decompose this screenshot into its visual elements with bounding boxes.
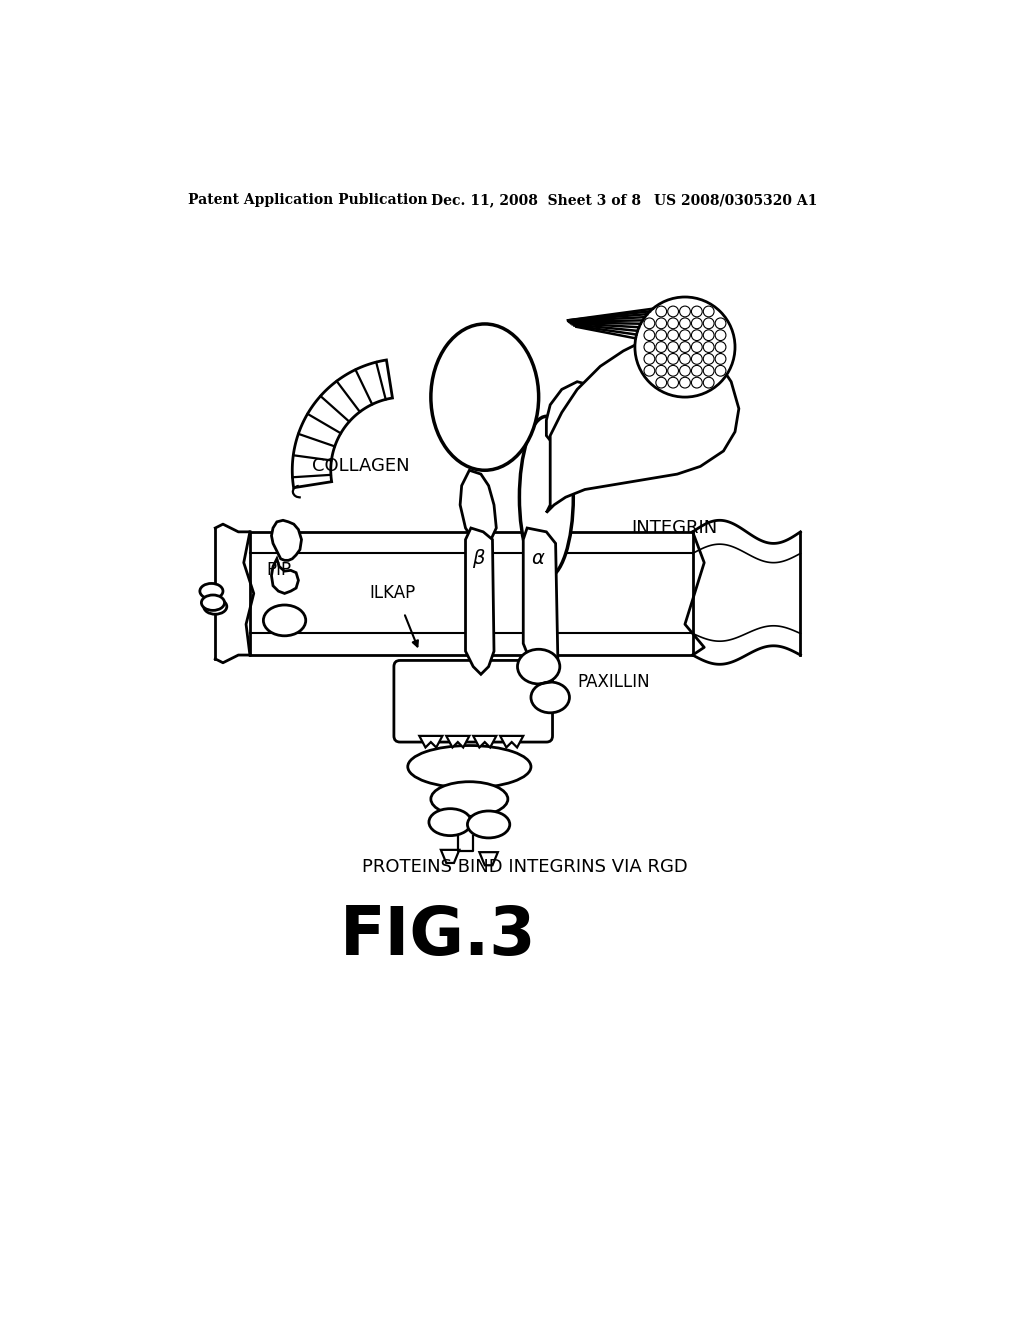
Text: FIG.3: FIG.3 [340, 903, 537, 969]
Circle shape [655, 306, 667, 317]
FancyBboxPatch shape [394, 660, 553, 742]
Ellipse shape [431, 323, 539, 470]
Circle shape [691, 378, 702, 388]
Circle shape [715, 318, 726, 329]
Text: $\beta$: $\beta$ [472, 548, 485, 570]
Circle shape [655, 342, 667, 352]
Circle shape [691, 318, 702, 329]
Polygon shape [466, 528, 494, 675]
Circle shape [668, 306, 679, 317]
Text: PAXILLIN: PAXILLIN [578, 673, 650, 690]
Circle shape [644, 342, 654, 352]
Circle shape [668, 330, 679, 341]
Circle shape [680, 330, 690, 341]
Circle shape [691, 330, 702, 341]
Ellipse shape [517, 649, 560, 684]
Ellipse shape [408, 746, 531, 788]
Circle shape [680, 378, 690, 388]
Ellipse shape [204, 599, 226, 614]
Text: COLLAGEN: COLLAGEN [311, 458, 410, 475]
Circle shape [644, 318, 654, 329]
Circle shape [703, 318, 714, 329]
Ellipse shape [519, 416, 573, 578]
Polygon shape [271, 520, 301, 561]
Circle shape [668, 366, 679, 376]
Circle shape [691, 354, 702, 364]
Circle shape [644, 330, 654, 341]
Polygon shape [500, 737, 523, 747]
Circle shape [715, 342, 726, 352]
Circle shape [655, 354, 667, 364]
Circle shape [680, 354, 690, 364]
Circle shape [703, 330, 714, 341]
Circle shape [668, 378, 679, 388]
Circle shape [715, 330, 726, 341]
Polygon shape [419, 737, 442, 747]
Text: PIP: PIP [266, 561, 292, 579]
Circle shape [703, 354, 714, 364]
Circle shape [691, 306, 702, 317]
Polygon shape [523, 528, 558, 675]
Circle shape [644, 354, 654, 364]
Circle shape [680, 306, 690, 317]
Ellipse shape [431, 781, 508, 816]
Text: ILKAP: ILKAP [370, 585, 416, 602]
Polygon shape [250, 532, 692, 655]
Circle shape [715, 366, 726, 376]
Ellipse shape [263, 605, 306, 636]
Ellipse shape [467, 810, 510, 838]
Polygon shape [271, 558, 298, 594]
Circle shape [680, 318, 690, 329]
Ellipse shape [429, 809, 471, 836]
Circle shape [655, 318, 667, 329]
Ellipse shape [200, 583, 223, 599]
Polygon shape [547, 335, 739, 512]
Circle shape [691, 342, 702, 352]
Circle shape [680, 366, 690, 376]
Circle shape [635, 297, 735, 397]
Text: $\alpha$: $\alpha$ [531, 549, 546, 569]
Polygon shape [446, 737, 469, 747]
Ellipse shape [531, 682, 569, 713]
Polygon shape [473, 737, 497, 747]
Text: PROTEINS BIND INTEGRINS VIA RGD: PROTEINS BIND INTEGRINS VIA RGD [361, 858, 688, 875]
Text: US 2008/0305320 A1: US 2008/0305320 A1 [654, 193, 817, 207]
Polygon shape [460, 470, 497, 548]
Polygon shape [547, 381, 606, 447]
Circle shape [644, 366, 654, 376]
Polygon shape [292, 360, 392, 487]
Circle shape [703, 378, 714, 388]
Circle shape [668, 342, 679, 352]
Polygon shape [441, 850, 460, 863]
Ellipse shape [202, 595, 224, 610]
Circle shape [668, 354, 679, 364]
Circle shape [655, 378, 667, 388]
Circle shape [691, 366, 702, 376]
Circle shape [680, 342, 690, 352]
Text: Patent Application Publication: Patent Application Publication [188, 193, 428, 207]
Circle shape [655, 330, 667, 341]
Circle shape [668, 318, 679, 329]
Circle shape [655, 366, 667, 376]
Circle shape [703, 306, 714, 317]
Circle shape [703, 342, 714, 352]
Polygon shape [479, 853, 498, 866]
Circle shape [703, 366, 714, 376]
Text: INTEGRIN: INTEGRIN [631, 519, 717, 537]
Circle shape [715, 354, 726, 364]
Text: Dec. 11, 2008  Sheet 3 of 8: Dec. 11, 2008 Sheet 3 of 8 [431, 193, 641, 207]
